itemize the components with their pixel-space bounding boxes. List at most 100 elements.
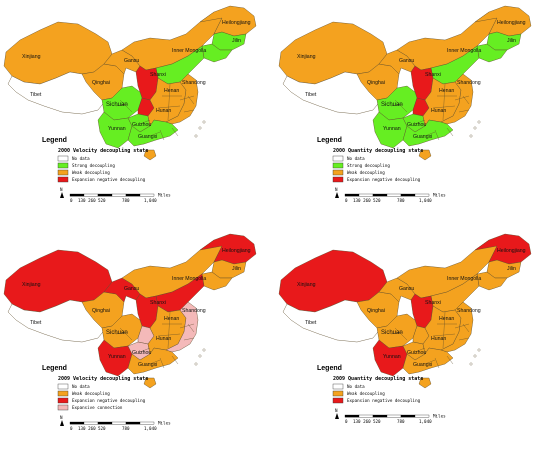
scale-unit: Miles	[158, 193, 171, 198]
region-label-hunan: Hunan	[431, 108, 446, 114]
province-border	[394, 99, 408, 113]
province-border	[139, 119, 151, 125]
map-svg: Xinjiang Tibet Qinghai Inner Mongolia Heilon…	[3, 233, 257, 431]
scale-tick-label: 0	[345, 419, 348, 424]
scale-tick-label: 520	[373, 419, 381, 424]
scale-tick-label: 780	[397, 419, 405, 424]
province-east	[165, 73, 199, 125]
legend-swatch	[57, 155, 69, 162]
scale-tick-label: 0	[70, 426, 73, 431]
legend-item-label: Weak decoupling	[72, 391, 110, 396]
legend-heading: Legend	[317, 137, 342, 144]
province-south	[127, 347, 179, 375]
region-label-shanxi: Shanxi	[150, 72, 166, 78]
island-mark	[194, 134, 198, 138]
province-border	[149, 131, 161, 137]
scale-tick-label: 780	[122, 198, 130, 203]
province-layer	[3, 233, 257, 389]
region-label-guangxi: Guangxi	[413, 362, 432, 368]
province-liaoning	[201, 271, 233, 291]
scale-tick-label: 0	[70, 198, 73, 203]
region-label-xinjiang: Xinjiang	[22, 282, 41, 288]
region-label-henan: Henan	[164, 316, 179, 322]
region-label-guizhou: Guizhou	[132, 350, 151, 356]
region-label-heilongjiang: Heilongjiang	[222, 20, 251, 26]
legend-subtitle: 2009 Quantity decoupling state	[333, 376, 423, 382]
province-border	[424, 359, 436, 365]
province-south	[402, 119, 454, 147]
region-label-guizhou: Guizhou	[407, 350, 426, 356]
island-mark	[469, 134, 473, 138]
region-label-shanxi: Shanxi	[425, 300, 441, 306]
region-label-shanxi: Shanxi	[150, 300, 166, 306]
province-border	[432, 105, 456, 109]
region-label-jilin: Jilin	[507, 266, 516, 272]
province-liaoning	[476, 43, 508, 63]
province-border	[119, 99, 133, 113]
region-label-qinghai: Qinghai	[367, 308, 385, 314]
region-label-yunnan: Yunnan	[108, 126, 126, 132]
province-yunnan	[97, 111, 133, 149]
province-yunnan	[372, 339, 408, 377]
region-label-inner-mongolia: Inner Mongolia	[172, 48, 206, 54]
province-hainan	[143, 149, 157, 161]
scale-tick-label: 130 260	[78, 426, 96, 431]
svg-text:N: N	[335, 187, 338, 192]
north-arrow-icon: N	[60, 187, 64, 198]
legend-swatch	[57, 383, 69, 390]
svg-text:N: N	[335, 408, 338, 413]
province-border	[159, 357, 165, 369]
region-label-shandong: Shandong	[182, 80, 206, 86]
legend-item-label: Strong decoupling	[72, 163, 115, 168]
region-label-shandong: Shandong	[182, 308, 206, 314]
region-label-shanxi: Shanxi	[425, 72, 441, 78]
province-border	[115, 103, 129, 107]
legend: Legend 2009 Quantity decoupling state No d…	[317, 365, 423, 404]
province-heilongjiang	[199, 233, 257, 265]
legend-swatch	[332, 383, 344, 390]
region-label-inner-mongolia: Inner Mongolia	[447, 276, 481, 282]
province-border	[167, 83, 171, 121]
region-label-jilin: Jilin	[232, 266, 241, 272]
region-label-yunnan: Yunnan	[108, 354, 126, 360]
legend-swatch	[57, 397, 69, 404]
region-label-guangxi: Guangxi	[138, 362, 157, 368]
region-label-jilin: Jilin	[232, 38, 241, 44]
scale-unit: Miles	[433, 414, 446, 419]
region-label-guizhou: Guizhou	[132, 122, 151, 128]
legend-item-label: Weak decoupling	[347, 170, 385, 175]
region-label-xinjiang: Xinjiang	[22, 54, 41, 60]
region-label-sichuan: Sichuan	[106, 330, 128, 336]
region-label-inner-mongolia: Inner Mongolia	[447, 48, 481, 54]
province-yunnan	[97, 339, 133, 377]
scale-bar: Miles 0 130 260 520 780 1,040	[344, 193, 446, 203]
province-yunnan	[372, 111, 408, 149]
island-mark	[202, 348, 206, 352]
region-label-inner-mongolia: Inner Mongolia	[172, 276, 206, 282]
region-label-shandong: Shandong	[457, 308, 481, 314]
legend-subtitle: 2000 Velocity decoupling state	[58, 148, 148, 154]
legend-item-label: Weak decoupling	[72, 170, 110, 175]
province-border	[434, 129, 440, 141]
map-panel-2000-velocity: Xinjiang Tibet Qinghai Inner Mongolia Heilon…	[0, 0, 270, 225]
legend-item-label: No data	[347, 384, 365, 389]
region-label-qinghai: Qinghai	[92, 308, 110, 314]
province-border	[183, 337, 195, 341]
province-border	[183, 109, 195, 113]
province-east	[165, 301, 199, 353]
region-label-tibet: Tibet	[305, 320, 317, 326]
province-hainan	[143, 377, 157, 389]
legend-item-label: Expansive connection	[72, 405, 123, 410]
island-mark	[473, 354, 477, 358]
legend-swatch	[332, 397, 344, 404]
region-label-hunan: Hunan	[156, 108, 171, 114]
island-mark	[202, 120, 206, 124]
region-label-heilongjiang: Heilongjiang	[497, 248, 526, 254]
province-hainan	[418, 149, 432, 161]
legend: Legend 2000 Quantity decoupling state No d…	[317, 137, 423, 183]
island-mark	[477, 120, 481, 124]
island-mark	[469, 362, 473, 366]
province-east	[440, 73, 474, 125]
region-label-yunnan: Yunnan	[383, 126, 401, 132]
province-south	[402, 347, 454, 375]
